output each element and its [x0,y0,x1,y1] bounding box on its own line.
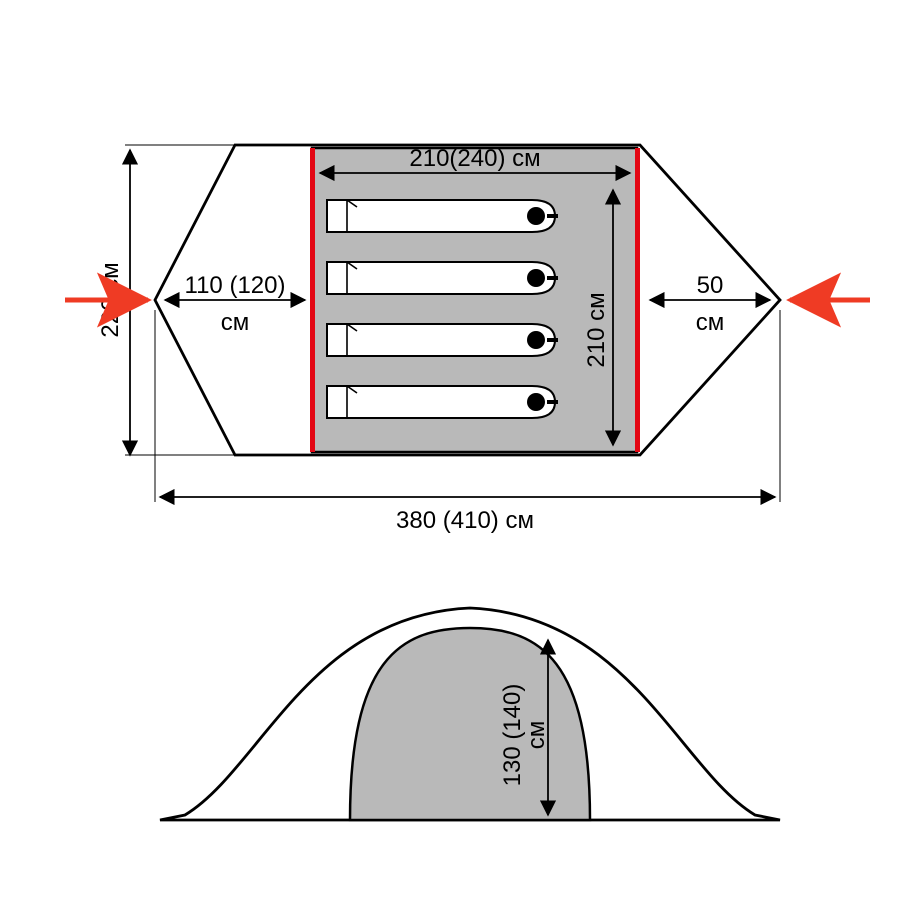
dim-peak-height-unit: см [523,721,550,750]
dim-vestibule-right-unit: см [696,309,725,336]
dim-inner-width-label: 210(240) см [409,145,540,172]
tent-dimension-diagram: 210(240) см 210 см 110 (120) см 50 см 22… [0,0,900,900]
dim-total-length-label: 380 (410) см [396,507,534,534]
dim-inner-depth-label: 210 см [583,292,610,367]
dim-vestibule-left-label: 110 (120) [185,272,286,299]
sleeping-spot-1 [327,200,558,232]
sleeping-spot-4 [327,386,558,418]
door-accent-left [310,148,315,452]
sleeping-spot-3 [327,324,558,356]
dim-vestibule-left-unit: см [221,309,250,336]
top-view: 210(240) см 210 см 110 (120) см 50 см 22… [65,145,870,534]
door-accent-right [635,148,640,452]
dim-peak-height-label: 130 (140) [499,684,526,787]
dim-vestibule-right-label: 50 [697,272,724,299]
side-view: 130 (140) см [160,608,780,820]
sleeping-spot-2 [327,262,558,294]
